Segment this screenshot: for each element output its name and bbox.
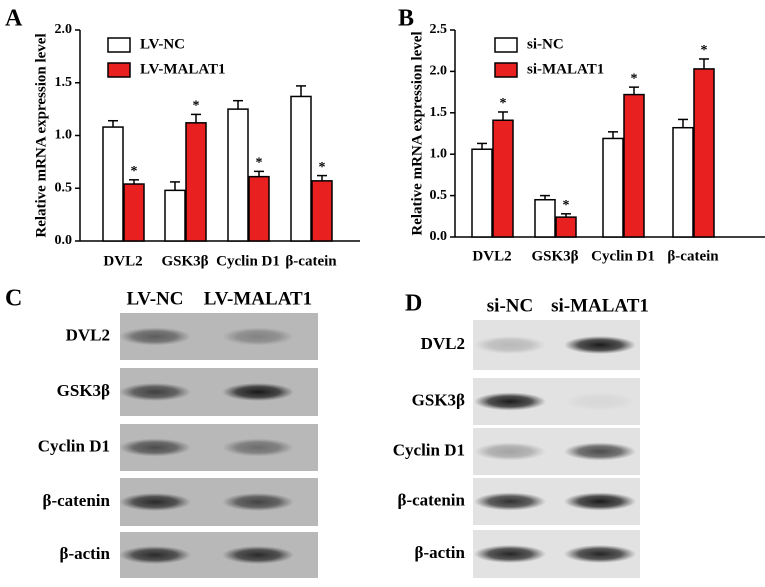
bar xyxy=(164,189,186,242)
blot-band xyxy=(222,546,294,564)
blot-band xyxy=(474,336,546,354)
y-tick-label: 0.5 xyxy=(430,188,448,203)
bar xyxy=(227,108,249,242)
x-tick-label: β-catein xyxy=(667,248,719,264)
significance-mark: * xyxy=(256,156,263,171)
blot-band xyxy=(119,383,191,401)
y-axis-label: Relative mRNA expression level xyxy=(33,33,49,237)
blot-band xyxy=(474,492,546,511)
lane-label: LV-NC xyxy=(126,288,183,309)
legend-swatch xyxy=(107,62,131,78)
panel-label: A xyxy=(5,6,23,32)
legend-label: LV-NC xyxy=(140,36,185,52)
y-tick-label: 1.0 xyxy=(430,146,448,161)
bar xyxy=(534,198,556,238)
panel-label: B xyxy=(398,6,414,32)
blot-band xyxy=(222,383,294,401)
blot-band xyxy=(222,327,294,346)
row-label: GSK3β xyxy=(57,381,110,400)
row-label: GSK3β xyxy=(412,390,465,409)
bar xyxy=(185,122,207,242)
x-tick-label: DVL2 xyxy=(472,248,511,264)
y-tick-label: 0.5 xyxy=(55,180,73,195)
row-label: β-catenin xyxy=(397,490,465,509)
significance-mark: * xyxy=(131,164,138,179)
bar xyxy=(602,137,624,238)
bar xyxy=(693,68,715,238)
blot-band xyxy=(119,438,191,457)
blot-band xyxy=(119,493,191,511)
lane-label: si-NC xyxy=(487,295,533,316)
significance-mark: * xyxy=(319,160,326,175)
lane-label: si-MALAT1 xyxy=(551,295,649,316)
significance-mark: * xyxy=(563,198,570,213)
blot-band xyxy=(474,392,546,411)
lane-label: LV-MALAT1 xyxy=(204,288,312,309)
y-tick-label: 2.0 xyxy=(55,22,73,37)
legend-label: LV-MALAT1 xyxy=(140,61,226,77)
bar xyxy=(471,148,493,238)
legend-swatch xyxy=(494,37,518,53)
bar xyxy=(248,175,270,242)
x-tick-label: Cyclin D1 xyxy=(216,253,280,269)
row-label: DVL2 xyxy=(66,325,110,344)
blot-band xyxy=(222,493,294,511)
significance-mark: * xyxy=(701,43,708,58)
y-tick-label: 0.0 xyxy=(430,229,448,244)
blot-band xyxy=(564,492,636,511)
panel-label: D xyxy=(405,291,422,317)
row-label: Cyclin D1 xyxy=(393,440,465,459)
row-label: DVL2 xyxy=(421,334,465,353)
row-label: β-actin xyxy=(414,543,465,562)
row-label: Cyclin D1 xyxy=(38,436,110,455)
y-tick-label: 2.5 xyxy=(430,22,448,37)
x-tick-label: DVL2 xyxy=(103,253,142,269)
bar xyxy=(492,119,514,238)
bar xyxy=(623,93,645,238)
y-tick-label: 0.0 xyxy=(55,233,73,248)
row-label: β-actin xyxy=(59,544,110,563)
bar xyxy=(672,126,694,238)
bar xyxy=(290,95,312,242)
y-tick-label: 2.0 xyxy=(430,64,448,79)
blot-band xyxy=(222,438,294,457)
blot-band xyxy=(474,545,546,563)
blot-band xyxy=(119,546,191,564)
significance-mark: * xyxy=(193,99,200,114)
blot-band xyxy=(564,545,636,563)
significance-mark: * xyxy=(500,96,507,111)
blot-band xyxy=(564,336,636,354)
blot-band xyxy=(119,327,191,346)
legend-label: si-NC xyxy=(527,36,564,52)
x-tick-label: β-catein xyxy=(285,253,337,269)
bar xyxy=(311,180,333,242)
y-tick-label: 1.5 xyxy=(55,75,73,90)
bar xyxy=(102,126,124,242)
blot-band xyxy=(564,392,636,411)
legend-swatch xyxy=(107,37,131,53)
panel-label: C xyxy=(5,286,22,312)
bar xyxy=(123,183,145,242)
legend-swatch xyxy=(494,62,518,78)
x-tick-label: Cyclin D1 xyxy=(591,248,655,264)
blot-band xyxy=(474,442,546,461)
row-label: β-catenin xyxy=(42,491,110,510)
y-tick-label: 1.0 xyxy=(55,128,73,143)
x-tick-label: GSK3β xyxy=(531,248,578,264)
bar xyxy=(555,216,577,238)
x-tick-label: GSK3β xyxy=(161,253,208,269)
blot-band xyxy=(564,442,636,461)
y-tick-label: 1.5 xyxy=(430,105,448,120)
y-axis-label: Relative mRNA expression level xyxy=(409,31,425,235)
significance-mark: * xyxy=(631,71,638,86)
legend-label: si-MALAT1 xyxy=(527,61,604,77)
